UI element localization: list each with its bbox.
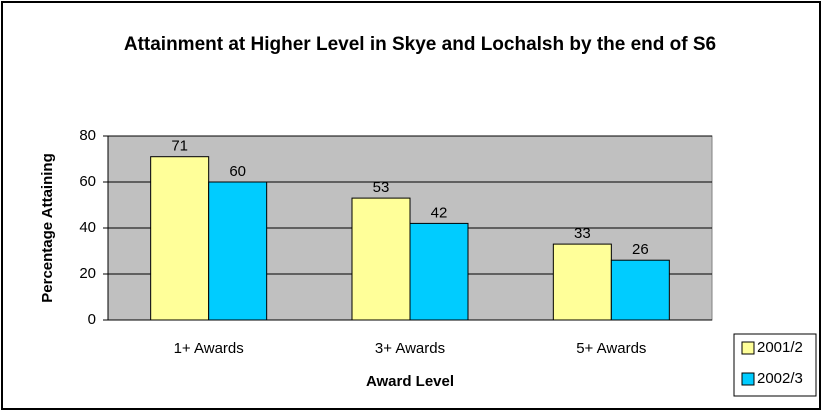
y-tick-label: 40	[79, 219, 96, 236]
x-axis-label: Award Level	[366, 373, 454, 390]
x-tick-label: 1+ Awards	[174, 340, 244, 357]
y-tick-label: 80	[79, 127, 96, 144]
legend-swatch	[741, 341, 755, 355]
y-tick-label: 60	[79, 173, 96, 190]
value-label: 71	[171, 138, 188, 155]
value-label: 33	[574, 225, 591, 242]
legend-label: 2001/2	[757, 339, 803, 356]
y-axis-label: Percentage Attaining	[39, 153, 56, 302]
y-tick-label: 0	[88, 311, 96, 328]
chart-title: Attainment at Higher Level in Skye and L…	[123, 34, 717, 55]
bar	[552, 243, 612, 321]
bar	[150, 156, 210, 321]
legend-label: 2002/3	[757, 370, 803, 387]
value-label: 60	[229, 163, 246, 180]
value-label: 53	[373, 179, 390, 196]
x-tick-label: 5+ Awards	[576, 340, 646, 357]
legend-swatch	[741, 372, 755, 386]
bar	[409, 222, 469, 321]
bar	[610, 259, 670, 321]
bar	[351, 197, 411, 321]
bar	[208, 181, 268, 321]
y-tick-label: 20	[79, 265, 96, 282]
value-label: 26	[632, 241, 649, 258]
value-label: 42	[431, 204, 448, 221]
x-tick-label: 3+ Awards	[375, 340, 445, 357]
